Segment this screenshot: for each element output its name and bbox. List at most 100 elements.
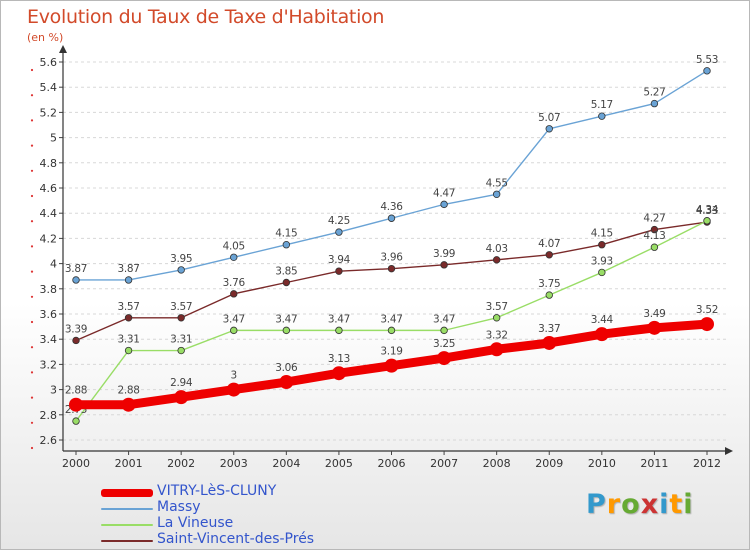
y-tick-label: 3.2 xyxy=(40,358,58,371)
data-label: 4.15 xyxy=(591,228,613,240)
data-label: 3.47 xyxy=(433,313,455,325)
data-point xyxy=(598,112,606,120)
data-point xyxy=(492,190,501,198)
data-point xyxy=(124,276,133,284)
data-point xyxy=(177,346,185,355)
legend-swatch xyxy=(101,508,153,510)
y-tick-label: 4.4 xyxy=(40,207,58,220)
data-label: 4.25 xyxy=(328,215,350,227)
data-point xyxy=(594,327,609,342)
x-tick-label: 2012 xyxy=(693,457,721,470)
x-tick-label: 2001 xyxy=(115,457,143,470)
data-point xyxy=(335,228,343,236)
data-label: 3.19 xyxy=(380,346,402,358)
data-point xyxy=(282,278,291,287)
data-label: 3.49 xyxy=(643,308,665,320)
data-label: 3.52 xyxy=(696,304,718,316)
data-point xyxy=(335,326,343,335)
data-point xyxy=(545,291,553,299)
data-point xyxy=(384,358,399,373)
data-point xyxy=(69,397,83,412)
minor-tick-dot xyxy=(30,68,34,72)
minor-tick-dot xyxy=(30,220,34,223)
data-label: 4.33 xyxy=(696,205,718,217)
data-point xyxy=(598,268,606,277)
minor-tick-dot xyxy=(30,144,34,147)
data-label: 3.57 xyxy=(170,301,192,313)
data-label: 3.39 xyxy=(65,323,87,335)
data-point xyxy=(440,200,448,209)
data-label: 4.07 xyxy=(538,238,560,250)
logo-letter: P xyxy=(586,489,607,520)
data-point xyxy=(492,314,501,322)
data-label: 5.53 xyxy=(696,54,718,66)
data-label: 2.88 xyxy=(117,385,139,397)
x-tick-label: 2008 xyxy=(483,457,511,470)
logo-letter: x xyxy=(640,489,660,520)
minor-tick-dot xyxy=(30,371,34,374)
y-tick-label: 4.8 xyxy=(40,157,58,170)
data-point xyxy=(174,390,189,405)
data-label: 4.03 xyxy=(486,243,508,255)
data-label: 3.93 xyxy=(591,255,613,267)
data-label: 4.05 xyxy=(223,240,245,252)
x-tick-label: 2006 xyxy=(378,457,406,470)
y-tick-label: 3.8 xyxy=(40,283,58,296)
data-label: 3 xyxy=(231,370,237,382)
data-point xyxy=(387,326,396,335)
data-label: 3.44 xyxy=(591,314,614,326)
data-label: 3.25 xyxy=(433,338,455,350)
minor-tick-dot xyxy=(30,194,34,198)
y-tick-label: 2.8 xyxy=(40,409,58,422)
data-label: 5.27 xyxy=(643,87,665,99)
data-label: 5.07 xyxy=(538,112,560,124)
data-point xyxy=(72,417,80,425)
y-axis-arrow xyxy=(59,45,67,53)
data-point xyxy=(72,336,80,345)
data-point xyxy=(492,256,501,264)
data-label: 3.87 xyxy=(65,263,87,275)
data-point xyxy=(177,266,185,274)
data-point xyxy=(282,240,291,249)
logo-letter: i xyxy=(683,489,694,520)
data-label: 3.76 xyxy=(223,277,246,289)
y-tick-label: 3.6 xyxy=(40,308,58,321)
data-label: 3.13 xyxy=(328,353,350,365)
y-tick-label: 5.2 xyxy=(40,106,58,119)
data-point xyxy=(650,243,659,251)
data-label: 4.55 xyxy=(486,177,508,189)
data-label: 2.94 xyxy=(170,377,193,389)
data-point xyxy=(226,382,241,397)
data-point xyxy=(545,251,553,259)
data-label: 3.37 xyxy=(538,323,560,335)
minor-tick-dot xyxy=(30,446,34,450)
data-point xyxy=(440,326,448,335)
minor-tick-dot xyxy=(30,245,34,248)
data-label: 3.32 xyxy=(486,329,508,341)
data-point xyxy=(545,125,553,133)
logo-letter: r xyxy=(606,489,622,520)
x-axis-arrow xyxy=(725,447,733,455)
data-point xyxy=(72,276,80,284)
data-point xyxy=(230,326,238,335)
x-tick-label: 2004 xyxy=(272,457,300,470)
data-label: 4.13 xyxy=(643,230,665,242)
data-label: 3.57 xyxy=(486,301,508,313)
data-point xyxy=(124,314,133,322)
y-tick-label: 5.6 xyxy=(40,56,58,69)
legend-swatch xyxy=(101,524,153,526)
data-point xyxy=(279,375,294,390)
y-tick-label: 4.6 xyxy=(40,182,58,195)
data-label: 3.47 xyxy=(223,313,245,325)
x-tick-label: 2003 xyxy=(220,457,248,470)
data-label: 3.99 xyxy=(433,248,455,260)
data-label: 3.47 xyxy=(380,313,402,325)
data-point xyxy=(647,320,662,335)
data-point xyxy=(598,240,606,249)
y-tick-label: 2.6 xyxy=(40,434,58,447)
data-point xyxy=(650,99,659,108)
data-label: 3.57 xyxy=(117,301,139,313)
y-tick-label: 5 xyxy=(50,132,57,145)
data-label: 3.94 xyxy=(328,254,351,266)
